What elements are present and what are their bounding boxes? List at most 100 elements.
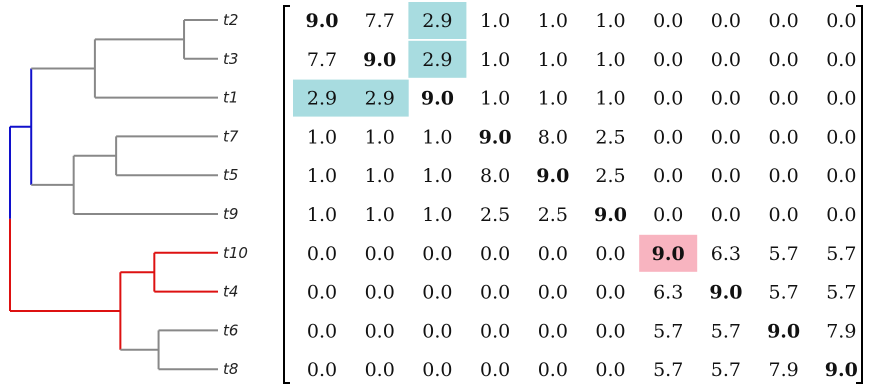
matrix-cell: 7.7 <box>365 10 395 32</box>
matrix-cell-diagonal: 9.0 <box>767 320 800 342</box>
matrix-cell: 1.0 <box>538 88 568 110</box>
dendrogram <box>9 19 218 371</box>
matrix-cell: 0.0 <box>595 320 625 342</box>
matrix-cell: 0.0 <box>826 165 856 187</box>
matrix-cell: 1.0 <box>422 204 452 226</box>
matrix-cell: 5.7 <box>826 282 856 304</box>
matrix-cell: 0.0 <box>480 243 510 265</box>
leaf-label: t2 <box>223 11 238 29</box>
matrix-cell: 6.3 <box>653 282 683 304</box>
matrix-cell-diagonal: 9.0 <box>709 282 742 304</box>
leaf-label: t5 <box>223 166 238 184</box>
matrix-cell: 1.0 <box>538 10 568 32</box>
leaf-label: t10 <box>223 244 248 262</box>
matrix-cell: 0.0 <box>307 359 337 381</box>
matrix-cell: 0.0 <box>711 204 741 226</box>
matrix-cell: 0.0 <box>711 49 741 71</box>
matrix-cell: 6.3 <box>711 243 741 265</box>
matrix-cell: 0.0 <box>711 10 741 32</box>
matrix-cell: 0.0 <box>653 165 683 187</box>
matrix-cell-diagonal: 9.0 <box>421 88 454 110</box>
matrix-cell: 2.9 <box>307 88 337 110</box>
leaf-label: t8 <box>223 360 238 378</box>
matrix-cell: 0.0 <box>365 243 395 265</box>
matrix-cell: 0.0 <box>768 165 798 187</box>
matrix-cell: 1.0 <box>480 88 510 110</box>
matrix-cell: 0.0 <box>653 10 683 32</box>
matrix-cell: 2.9 <box>422 10 452 32</box>
matrix-cell: 0.0 <box>307 320 337 342</box>
cell-highlights <box>293 2 698 272</box>
matrix-cell: 0.0 <box>768 204 798 226</box>
matrix-cell: 7.9 <box>826 320 856 342</box>
matrix-cell: 1.0 <box>307 126 337 148</box>
matrix-cell-diagonal: 9.0 <box>594 204 627 226</box>
matrix-cell: 0.0 <box>365 282 395 304</box>
matrix-cell: 5.7 <box>711 359 741 381</box>
matrix-left-bracket <box>283 5 290 384</box>
matrix-cell: 0.0 <box>422 359 452 381</box>
matrix-cell: 0.0 <box>595 359 625 381</box>
matrix-cell: 0.0 <box>422 243 452 265</box>
matrix-cell: 0.0 <box>768 88 798 110</box>
matrix-cell: 0.0 <box>826 88 856 110</box>
matrix-cell: 0.0 <box>422 320 452 342</box>
matrix-cell: 1.0 <box>538 49 568 71</box>
leaf-label: t4 <box>223 283 238 301</box>
matrix-cell: 0.0 <box>422 282 452 304</box>
matrix-cell: 2.5 <box>480 204 510 226</box>
leaf-label: t7 <box>223 127 239 145</box>
matrix-cell: 0.0 <box>480 320 510 342</box>
matrix-cell: 0.0 <box>826 204 856 226</box>
matrix-cell: 0.0 <box>538 282 568 304</box>
matrix-cell: 8.0 <box>538 126 568 148</box>
matrix-cell: 0.0 <box>538 243 568 265</box>
matrix-cell: 1.0 <box>422 126 452 148</box>
matrix-cell: 0.0 <box>538 320 568 342</box>
matrix-cell: 0.0 <box>826 126 856 148</box>
matrix-cell-diagonal: 9.0 <box>536 165 569 187</box>
matrix-cell: 0.0 <box>307 282 337 304</box>
matrix-cell: 5.7 <box>768 282 798 304</box>
matrix-cell: 0.0 <box>653 126 683 148</box>
matrix-cell: 1.0 <box>365 126 395 148</box>
matrix-cell-diagonal: 9.0 <box>825 359 858 381</box>
matrix-cell: 1.0 <box>595 49 625 71</box>
matrix-cell: 5.7 <box>711 320 741 342</box>
matrix-cell: 0.0 <box>480 359 510 381</box>
matrix-cell: 0.0 <box>365 320 395 342</box>
cell-highlight <box>639 234 698 272</box>
matrix-cell: 5.7 <box>826 243 856 265</box>
matrix-cell: 0.0 <box>768 10 798 32</box>
matrix-cell-diagonal: 9.0 <box>305 10 338 32</box>
matrix-cell: 1.0 <box>365 204 395 226</box>
matrix-cell: 1.0 <box>595 10 625 32</box>
matrix-cell: 5.7 <box>768 243 798 265</box>
matrix-cell: 0.0 <box>480 282 510 304</box>
matrix-cell: 5.7 <box>653 320 683 342</box>
cell-highlight <box>293 79 351 117</box>
matrix-cell: 7.9 <box>768 359 798 381</box>
cell-highlight <box>350 79 409 117</box>
leaf-label: t9 <box>223 205 238 223</box>
similarity-matrix: 9.0 7.7 2.9 1.0 1.0 1.0 0.0 0.0 0.0 0.0 7.7 9.0 2.9 1… <box>305 10 857 381</box>
matrix-cell: 2.9 <box>422 49 452 71</box>
matrix-cell-diagonal: 9.0 <box>652 243 685 265</box>
matrix-cell: 5.7 <box>653 359 683 381</box>
matrix-cell: 0.0 <box>653 88 683 110</box>
matrix-cell: 1.0 <box>480 10 510 32</box>
leaf-labels: t2 t3 t1 t7 t5 t9 t10 t4 t6 t8 <box>223 11 248 378</box>
matrix-cell: 8.0 <box>480 165 510 187</box>
matrix-cell: 2.9 <box>365 88 395 110</box>
matrix-cell: 1.0 <box>480 49 510 71</box>
matrix-cell: 2.5 <box>538 204 568 226</box>
leaf-label: t1 <box>223 89 238 107</box>
matrix-cell: 0.0 <box>307 243 337 265</box>
matrix-cell: 2.5 <box>595 165 625 187</box>
matrix-cell: 1.0 <box>595 88 625 110</box>
leaf-label: t3 <box>223 50 238 68</box>
matrix-cell: 1.0 <box>307 204 337 226</box>
matrix-brackets <box>283 5 863 384</box>
matrix-cell: 0.0 <box>653 204 683 226</box>
